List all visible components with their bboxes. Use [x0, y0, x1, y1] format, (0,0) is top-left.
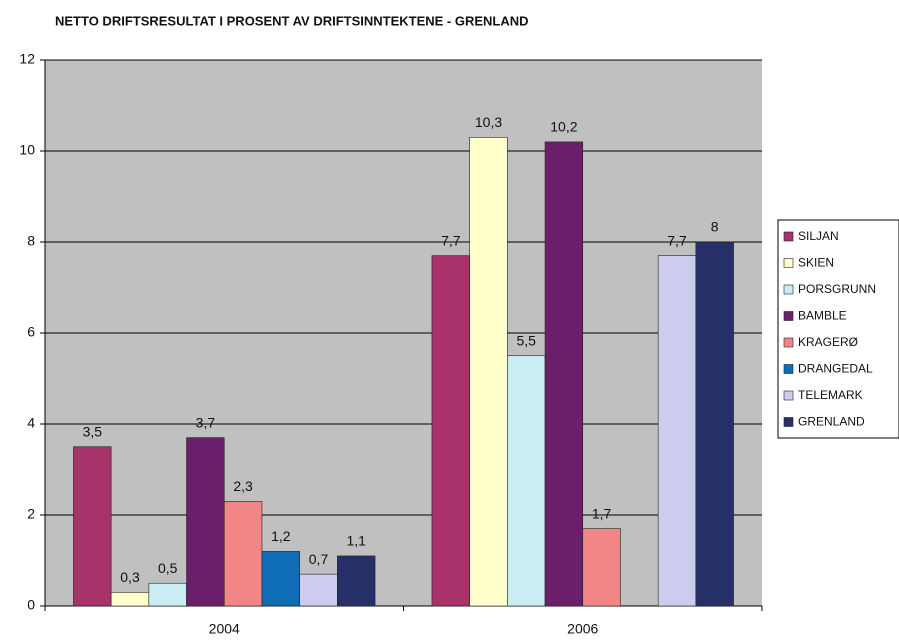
y-tick-label: 4: [27, 415, 35, 431]
legend-swatch: [783, 311, 794, 321]
bar: [469, 137, 508, 607]
data-label: 2,3: [233, 478, 253, 494]
legend-swatch: [783, 258, 794, 268]
legend-box: [777, 219, 899, 439]
bar: [507, 355, 546, 607]
legend-swatch: [783, 390, 794, 401]
y-tick-label: 10: [19, 142, 35, 158]
legend-swatch: [783, 231, 794, 242]
legend-swatch: [783, 364, 794, 374]
bar: [73, 446, 112, 607]
data-label: 1,7: [592, 505, 612, 521]
legend-label: PORSGRUNN: [798, 282, 876, 296]
data-label: 3,5: [83, 423, 103, 439]
legend-swatch: [783, 284, 794, 295]
data-label: 7,7: [667, 232, 687, 248]
bar: [223, 501, 263, 607]
data-label: 3,7: [196, 414, 216, 430]
data-label: 0,3: [120, 569, 140, 585]
y-tick-label: 0: [27, 597, 35, 613]
data-label: 8: [711, 219, 719, 235]
bar: [431, 255, 470, 607]
data-label: 5,5: [516, 332, 536, 348]
legend-swatch: [783, 337, 794, 348]
x-tick-label: 2004: [209, 621, 240, 637]
bar: [299, 573, 338, 607]
data-label: 1,1: [346, 533, 366, 549]
data-label: 10,2: [550, 119, 577, 135]
legend-label: SILJAN: [798, 229, 839, 243]
bar: [110, 592, 150, 607]
bar: [337, 555, 376, 607]
legend-label: TELEMARK: [798, 388, 863, 402]
y-tick-label: 6: [27, 324, 35, 340]
bar: [657, 255, 697, 607]
bar: [695, 241, 734, 607]
legend-label: SKIEN: [798, 256, 834, 270]
y-tick-label: 2: [27, 506, 35, 522]
data-label: 0,7: [309, 551, 329, 567]
y-tick-label: 8: [27, 233, 35, 249]
bar: [582, 528, 621, 607]
chart-title: NETTO DRIFTSRESULTAT I PROSENT AV DRIFTS…: [55, 13, 529, 28]
legend-label: BAMBLE: [798, 309, 847, 323]
data-label: 10,3: [475, 114, 502, 130]
legend-label: GRENLAND: [798, 415, 865, 429]
bar: [148, 582, 187, 607]
legend-swatch: [783, 417, 794, 427]
legend-label: DRANGEDAL: [798, 362, 873, 376]
y-tick-label: 12: [19, 51, 35, 67]
data-label: 7,7: [441, 232, 461, 248]
bar: [186, 437, 225, 607]
data-label: 1,2: [271, 528, 291, 544]
bar: [261, 551, 300, 607]
legend-label: KRAGERØ: [798, 335, 858, 349]
data-label: 0,5: [158, 560, 178, 576]
x-tick-label: 2006: [567, 621, 598, 637]
bar: [544, 141, 584, 607]
